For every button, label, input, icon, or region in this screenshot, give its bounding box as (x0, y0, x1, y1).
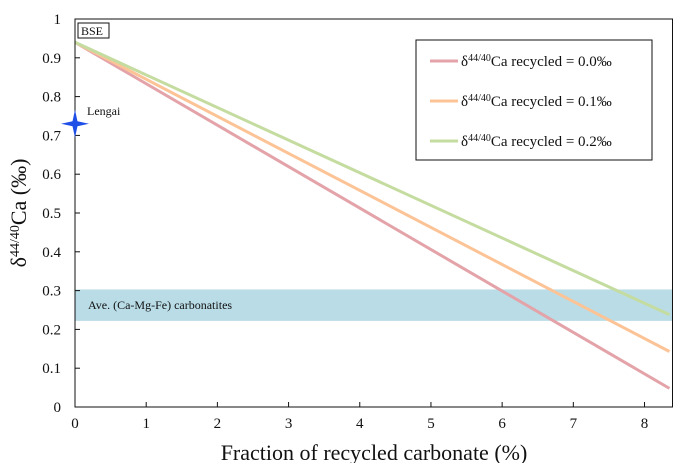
x-tick-label: 5 (427, 416, 435, 432)
series-lines (74, 40, 671, 390)
legend-label-0: δ44/40Ca recycled = 0.0‰ (461, 53, 612, 71)
carbonatite-band (75, 289, 673, 321)
bse-label: BSE (81, 24, 103, 38)
y-tick-label: 0.7 (42, 128, 61, 144)
x-tick-label: 8 (641, 416, 649, 432)
y-tick-label: 0.5 (42, 206, 61, 222)
x-axis-ticks: 0 1 2 3 4 5 6 7 8 (71, 402, 648, 432)
y-tick-label: 0.2 (42, 322, 61, 338)
bse-label-box (77, 22, 110, 39)
legend-entries: δ44/40Ca recycled = 0.0‰ δ44/40Ca recycle… (430, 53, 612, 151)
y-tick-label: 0 (54, 400, 62, 416)
carbonatite-band-label: Ave. (Ca-Mg-Fe) carbonatites (88, 298, 232, 312)
y-tick-label: 0.6 (42, 167, 61, 183)
series-line-2 (74, 40, 671, 317)
y-tick-label: 0.8 (42, 90, 61, 106)
y-tick-label: 0.4 (42, 245, 61, 261)
y-tick-label: 0.9 (42, 51, 61, 67)
x-tick-label: 7 (570, 416, 578, 432)
series-line-1 (74, 40, 671, 353)
series-line-0 (74, 40, 671, 390)
y-tick-label: 0.3 (42, 284, 61, 300)
legend-label-2: δ44/40Ca recycled = 0.2‰ (461, 133, 612, 151)
x-tick-label: 4 (356, 416, 364, 432)
y-tick-label: 1 (54, 12, 62, 28)
lengai-label: Lengai (87, 104, 121, 118)
x-tick-label: 0 (71, 416, 79, 432)
y-tick-label: 0.1 (42, 361, 61, 377)
legend-label-1: δ44/40Ca recycled = 0.1‰ (461, 93, 612, 111)
y-axis-ticks: 0 0.1 0.2 0.3 0.4 0.5 0.6 0.7 0.8 0.9 1 (42, 12, 80, 416)
x-tick-label: 6 (498, 416, 506, 432)
x-axis-title: Fraction of recycled carbonate (%) (221, 440, 528, 463)
x-tick-label: 3 (285, 416, 293, 432)
x-tick-label: 1 (142, 416, 150, 432)
x-tick-label: 2 (214, 416, 222, 432)
y-axis-title: δ44/40Ca (‰) (6, 159, 31, 268)
lengai-point (61, 109, 89, 138)
